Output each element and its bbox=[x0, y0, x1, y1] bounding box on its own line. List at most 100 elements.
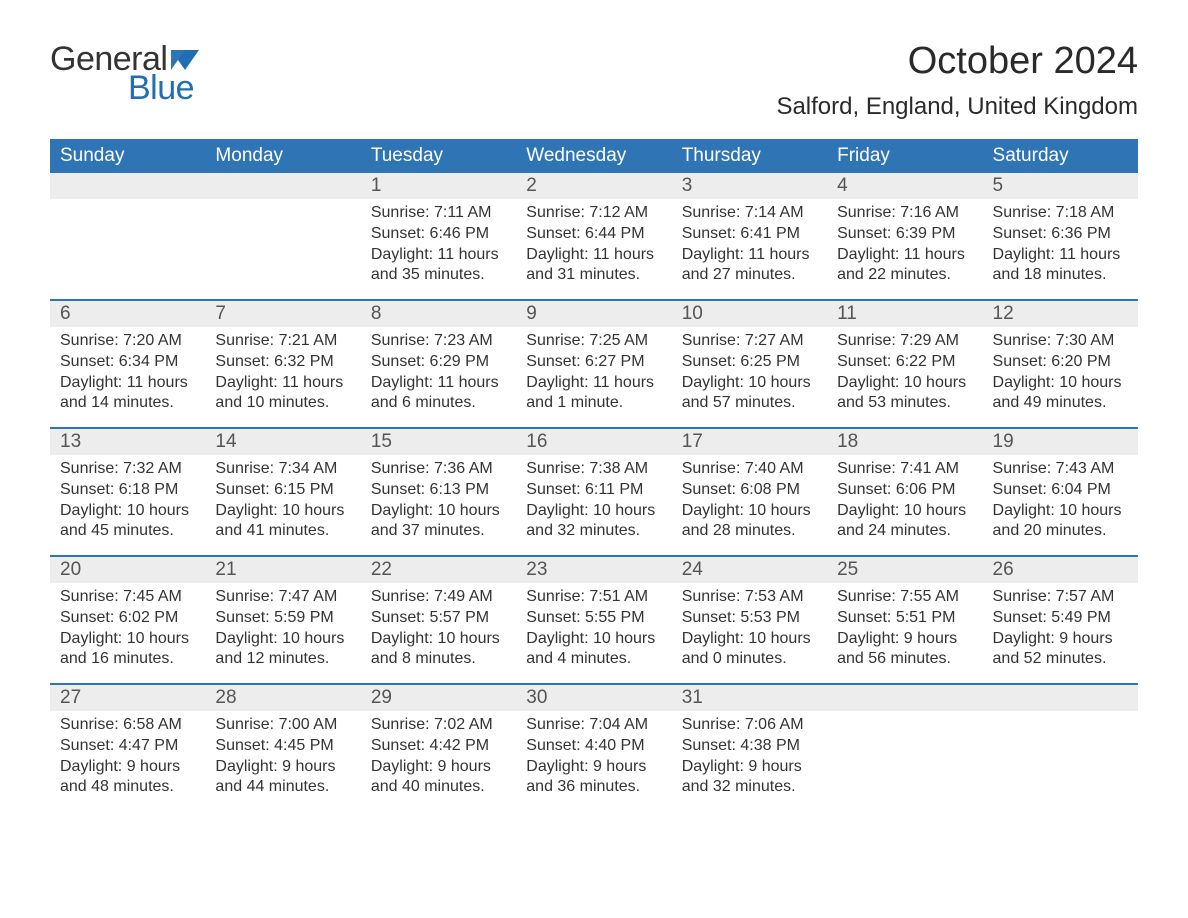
calendar-header-row: Sunday Monday Tuesday Wednesday Thursday… bbox=[50, 139, 1138, 173]
logo: General Blue bbox=[50, 40, 199, 108]
calendar: Sunday Monday Tuesday Wednesday Thursday… bbox=[50, 139, 1138, 811]
daylight-text: Daylight: 11 hours and 6 minutes. bbox=[371, 373, 506, 415]
day-cell: Sunrise: 7:21 AM Sunset: 6:32 PM Dayligh… bbox=[205, 327, 360, 427]
day-number bbox=[827, 685, 982, 711]
sunrise-text: Sunrise: 7:55 AM bbox=[837, 587, 972, 608]
daylight-text: Daylight: 11 hours and 1 minute. bbox=[526, 373, 661, 415]
sunrise-text: Sunrise: 7:20 AM bbox=[60, 331, 195, 352]
day-number: 10 bbox=[672, 301, 827, 327]
daybody-row: Sunrise: 6:58 AM Sunset: 4:47 PM Dayligh… bbox=[50, 711, 1138, 811]
sunset-text: Sunset: 6:13 PM bbox=[371, 480, 506, 501]
sunset-text: Sunset: 6:46 PM bbox=[371, 224, 506, 245]
day-cell: Sunrise: 6:58 AM Sunset: 4:47 PM Dayligh… bbox=[50, 711, 205, 811]
daylight-text: Daylight: 10 hours and 32 minutes. bbox=[526, 501, 661, 543]
day-header-wednesday: Wednesday bbox=[516, 139, 671, 173]
daybody-row: Sunrise: 7:32 AM Sunset: 6:18 PM Dayligh… bbox=[50, 455, 1138, 555]
week-row: 13 14 15 16 17 18 19 Sunrise: 7:32 AM Su… bbox=[50, 427, 1138, 555]
day-cell: Sunrise: 7:43 AM Sunset: 6:04 PM Dayligh… bbox=[983, 455, 1138, 555]
sunrise-text: Sunrise: 7:41 AM bbox=[837, 459, 972, 480]
sunset-text: Sunset: 4:40 PM bbox=[526, 736, 661, 757]
day-cell bbox=[827, 711, 982, 811]
week-row: 1 2 3 4 5 Sunrise: 7:11 AM Sunset: 6:46 … bbox=[50, 173, 1138, 299]
sunset-text: Sunset: 6:08 PM bbox=[682, 480, 817, 501]
daynum-row: 20 21 22 23 24 25 26 bbox=[50, 557, 1138, 583]
daylight-text: Daylight: 10 hours and 45 minutes. bbox=[60, 501, 195, 543]
sunrise-text: Sunrise: 7:12 AM bbox=[526, 203, 661, 224]
day-cell: Sunrise: 7:11 AM Sunset: 6:46 PM Dayligh… bbox=[361, 199, 516, 299]
day-number: 27 bbox=[50, 685, 205, 711]
daybody-row: Sunrise: 7:45 AM Sunset: 6:02 PM Dayligh… bbox=[50, 583, 1138, 683]
location-subtitle: Salford, England, United Kingdom bbox=[776, 93, 1138, 121]
day-number: 24 bbox=[672, 557, 827, 583]
daylight-text: Daylight: 10 hours and 12 minutes. bbox=[215, 629, 350, 671]
daylight-text: Daylight: 10 hours and 28 minutes. bbox=[682, 501, 817, 543]
sunset-text: Sunset: 6:11 PM bbox=[526, 480, 661, 501]
sunset-text: Sunset: 6:18 PM bbox=[60, 480, 195, 501]
day-number bbox=[983, 685, 1138, 711]
day-number: 28 bbox=[205, 685, 360, 711]
sunset-text: Sunset: 5:57 PM bbox=[371, 608, 506, 629]
sunrise-text: Sunrise: 7:25 AM bbox=[526, 331, 661, 352]
day-cell bbox=[205, 199, 360, 299]
sunset-text: Sunset: 6:39 PM bbox=[837, 224, 972, 245]
daynum-row: 6 7 8 9 10 11 12 bbox=[50, 301, 1138, 327]
day-number: 5 bbox=[983, 173, 1138, 199]
header: General Blue October 2024 Salford, Engla… bbox=[50, 40, 1138, 121]
day-number: 2 bbox=[516, 173, 671, 199]
sunrise-text: Sunrise: 7:43 AM bbox=[993, 459, 1128, 480]
day-cell: Sunrise: 7:12 AM Sunset: 6:44 PM Dayligh… bbox=[516, 199, 671, 299]
sunrise-text: Sunrise: 7:14 AM bbox=[682, 203, 817, 224]
daylight-text: Daylight: 11 hours and 35 minutes. bbox=[371, 245, 506, 287]
day-header-saturday: Saturday bbox=[983, 139, 1138, 173]
sunset-text: Sunset: 6:20 PM bbox=[993, 352, 1128, 373]
sunrise-text: Sunrise: 7:16 AM bbox=[837, 203, 972, 224]
sunrise-text: Sunrise: 7:45 AM bbox=[60, 587, 195, 608]
sunset-text: Sunset: 4:47 PM bbox=[60, 736, 195, 757]
day-cell: Sunrise: 7:32 AM Sunset: 6:18 PM Dayligh… bbox=[50, 455, 205, 555]
day-header-thursday: Thursday bbox=[672, 139, 827, 173]
daylight-text: Daylight: 10 hours and 0 minutes. bbox=[682, 629, 817, 671]
day-number: 14 bbox=[205, 429, 360, 455]
sunrise-text: Sunrise: 7:34 AM bbox=[215, 459, 350, 480]
day-cell bbox=[50, 199, 205, 299]
day-number: 4 bbox=[827, 173, 982, 199]
daylight-text: Daylight: 9 hours and 32 minutes. bbox=[682, 757, 817, 799]
day-cell: Sunrise: 7:53 AM Sunset: 5:53 PM Dayligh… bbox=[672, 583, 827, 683]
daynum-row: 27 28 29 30 31 bbox=[50, 685, 1138, 711]
sunset-text: Sunset: 4:45 PM bbox=[215, 736, 350, 757]
day-cell: Sunrise: 7:16 AM Sunset: 6:39 PM Dayligh… bbox=[827, 199, 982, 299]
sunset-text: Sunset: 6:04 PM bbox=[993, 480, 1128, 501]
day-number: 15 bbox=[361, 429, 516, 455]
daylight-text: Daylight: 9 hours and 40 minutes. bbox=[371, 757, 506, 799]
day-cell: Sunrise: 7:27 AM Sunset: 6:25 PM Dayligh… bbox=[672, 327, 827, 427]
sunset-text: Sunset: 6:27 PM bbox=[526, 352, 661, 373]
day-number: 26 bbox=[983, 557, 1138, 583]
day-cell: Sunrise: 7:40 AM Sunset: 6:08 PM Dayligh… bbox=[672, 455, 827, 555]
sunrise-text: Sunrise: 7:30 AM bbox=[993, 331, 1128, 352]
daylight-text: Daylight: 10 hours and 37 minutes. bbox=[371, 501, 506, 543]
sunrise-text: Sunrise: 7:06 AM bbox=[682, 715, 817, 736]
logo-word-blue: Blue bbox=[128, 69, 199, 108]
day-number: 6 bbox=[50, 301, 205, 327]
daynum-row: 13 14 15 16 17 18 19 bbox=[50, 429, 1138, 455]
daylight-text: Daylight: 10 hours and 57 minutes. bbox=[682, 373, 817, 415]
sunrise-text: Sunrise: 7:57 AM bbox=[993, 587, 1128, 608]
sunset-text: Sunset: 4:42 PM bbox=[371, 736, 506, 757]
daybody-row: Sunrise: 7:20 AM Sunset: 6:34 PM Dayligh… bbox=[50, 327, 1138, 427]
day-cell: Sunrise: 7:06 AM Sunset: 4:38 PM Dayligh… bbox=[672, 711, 827, 811]
daylight-text: Daylight: 9 hours and 36 minutes. bbox=[526, 757, 661, 799]
sunset-text: Sunset: 5:49 PM bbox=[993, 608, 1128, 629]
day-cell: Sunrise: 7:45 AM Sunset: 6:02 PM Dayligh… bbox=[50, 583, 205, 683]
sunset-text: Sunset: 6:22 PM bbox=[837, 352, 972, 373]
day-cell: Sunrise: 7:51 AM Sunset: 5:55 PM Dayligh… bbox=[516, 583, 671, 683]
sunset-text: Sunset: 5:53 PM bbox=[682, 608, 817, 629]
sunset-text: Sunset: 6:44 PM bbox=[526, 224, 661, 245]
daylight-text: Daylight: 10 hours and 20 minutes. bbox=[993, 501, 1128, 543]
daylight-text: Daylight: 10 hours and 16 minutes. bbox=[60, 629, 195, 671]
sunrise-text: Sunrise: 7:02 AM bbox=[371, 715, 506, 736]
day-cell: Sunrise: 7:23 AM Sunset: 6:29 PM Dayligh… bbox=[361, 327, 516, 427]
day-number: 13 bbox=[50, 429, 205, 455]
sunset-text: Sunset: 6:02 PM bbox=[60, 608, 195, 629]
sunrise-text: Sunrise: 7:49 AM bbox=[371, 587, 506, 608]
daylight-text: Daylight: 11 hours and 22 minutes. bbox=[837, 245, 972, 287]
